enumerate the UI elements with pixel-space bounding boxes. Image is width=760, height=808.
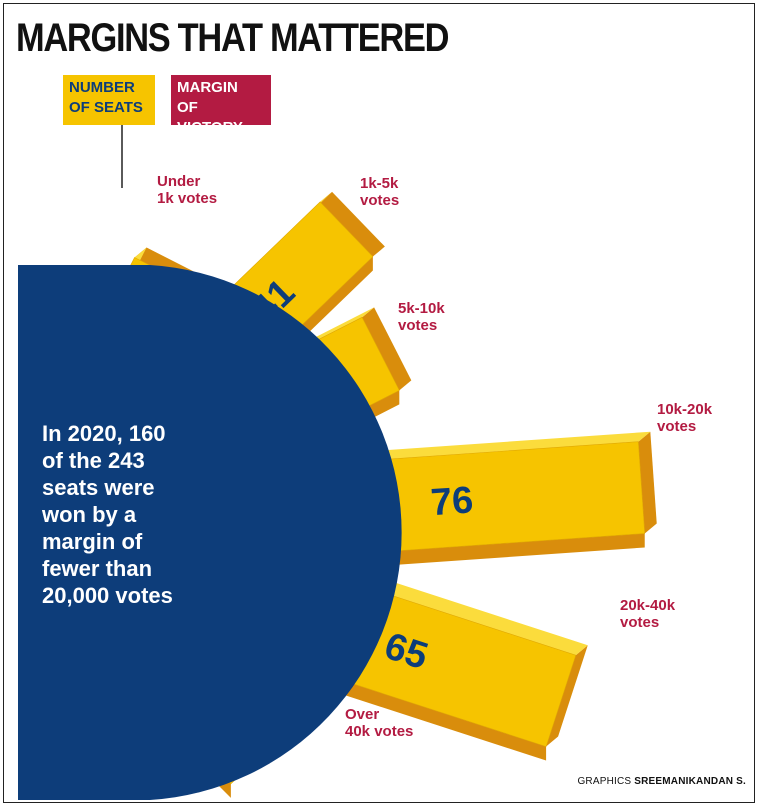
bar-end-face <box>546 645 588 747</box>
category-label: 5k-10k votes <box>398 300 445 334</box>
credit-prefix: GRAPHICS <box>577 776 635 787</box>
legend-number-of-seats: NUMBER OF SEATS <box>63 75 155 125</box>
category-label-line: 40k votes <box>345 723 413 740</box>
category-label-line: 20k-40k <box>620 597 676 614</box>
bar-end-face <box>638 431 657 534</box>
graphics-credit: GRAPHICS SREEMANIKANDAN S. <box>577 776 746 787</box>
category-label-line: 1k-5k <box>360 175 399 192</box>
credit-name: SREEMANIKANDAN S. <box>634 776 746 787</box>
category-label-line: 5k-10k <box>398 300 445 317</box>
category-label-line: 1k votes <box>157 190 217 207</box>
bar-end-face <box>320 191 385 257</box>
category-label: Under 1k votes <box>157 173 217 207</box>
category-label: 10k-20k votes <box>657 401 713 435</box>
summary-half-disc <box>18 265 402 800</box>
category-label: Over 40k votes <box>345 706 413 740</box>
category-label-line: Over <box>345 706 379 723</box>
category-label-line: Under <box>157 173 201 190</box>
chart-title: MARGINS THAT MATTERED <box>16 16 449 60</box>
legend-margin-of-victory: MARGIN OF VICTORY <box>171 75 271 136</box>
category-label: 1k-5k votes <box>360 175 399 209</box>
border-frame <box>3 3 755 803</box>
category-label-line: votes <box>657 418 696 435</box>
category-label-line: 10k-20k <box>657 401 713 418</box>
category-label-line: votes <box>398 317 437 334</box>
category-label-line: votes <box>620 614 659 631</box>
summary-note: In 2020, 160 of the 243 seats were won b… <box>42 421 173 608</box>
bar-end-face <box>362 307 412 391</box>
category-label-line: votes <box>360 192 399 209</box>
bar-value-label: 76 <box>429 479 474 524</box>
category-label: 20k-40k votes <box>620 597 676 631</box>
